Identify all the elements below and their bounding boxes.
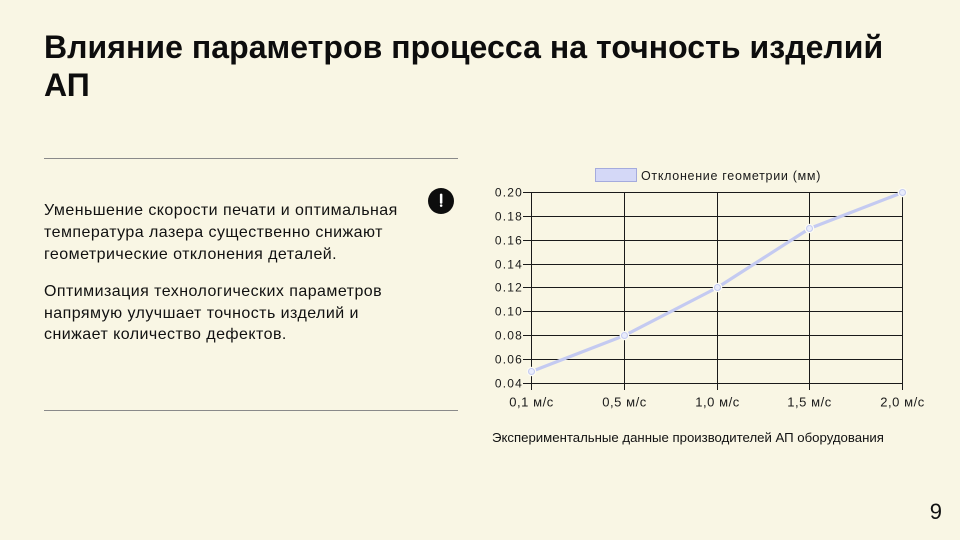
svg-text:0.06: 0.06 — [495, 353, 523, 367]
svg-text:0,1 м/с: 0,1 м/с — [509, 395, 554, 410]
svg-text:Экспериментальные данные произ: Экспериментальные данные производителей … — [492, 430, 884, 445]
svg-text:0.18: 0.18 — [495, 210, 523, 224]
svg-text:0.08: 0.08 — [495, 329, 523, 343]
svg-text:2,0 м/с: 2,0 м/с — [880, 395, 925, 410]
svg-text:0.14: 0.14 — [495, 258, 523, 272]
svg-text:0.10: 0.10 — [495, 305, 523, 319]
svg-text:0.04: 0.04 — [495, 377, 523, 391]
svg-text:0.12: 0.12 — [495, 281, 523, 295]
svg-text:1,5 м/с: 1,5 м/с — [787, 395, 832, 410]
svg-text:0.20: 0.20 — [495, 186, 523, 200]
svg-text:0,5 м/с: 0,5 м/с — [602, 395, 647, 410]
svg-text:0.16: 0.16 — [495, 234, 523, 248]
svg-text:1,0 м/с: 1,0 м/с — [695, 395, 740, 410]
svg-text:Отклонение геометрии (мм): Отклонение геометрии (мм) — [641, 169, 821, 183]
